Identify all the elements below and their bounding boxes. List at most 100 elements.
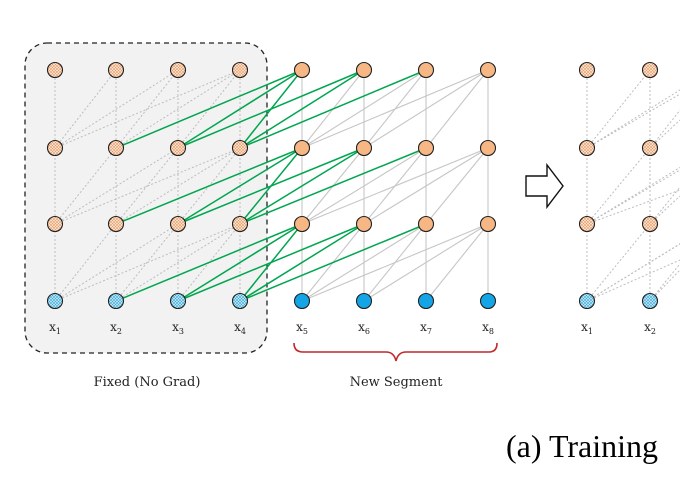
hidden-node [231, 139, 249, 157]
new-segment-bracket [293, 342, 498, 362]
right-panel-edge [586, 93, 680, 149]
right-panel-edge [525, 224, 587, 301]
right-panel-edge [649, 109, 680, 149]
hidden-node [107, 215, 125, 233]
right-panel-edge [401, 70, 587, 148]
memory-edge [115, 69, 303, 149]
memory-edge [239, 69, 365, 149]
right-panel-edge [463, 224, 650, 301]
memory-edge [177, 147, 365, 225]
memory-edge [177, 223, 365, 302]
token-label: x8 [482, 320, 494, 336]
segment-edge [301, 223, 427, 302]
segment-edge [301, 223, 489, 302]
hidden-node [107, 139, 125, 157]
token-label: x1 [49, 320, 61, 336]
right-panel-edge [586, 89, 680, 149]
hidden-node [169, 61, 187, 79]
hidden-node [417, 215, 435, 233]
fixed-edge [54, 69, 179, 149]
fixed-edge [54, 223, 179, 302]
memory-edge [115, 147, 303, 225]
token-labels: x1 x2 x3 x4 x5 x6 x7 x8 x1 x2 [49, 320, 656, 336]
memory-edge [177, 69, 303, 149]
hidden-node [169, 139, 187, 157]
right-panel-edge [525, 70, 680, 148]
hidden-node [293, 139, 311, 157]
segment-edge [425, 69, 489, 149]
right-panel-hidden-node [578, 215, 596, 233]
segment-edge [425, 147, 489, 225]
segment-edge [363, 223, 489, 302]
right-panel-edge [649, 186, 680, 225]
hidden-node [355, 215, 373, 233]
right-panel-edge [463, 70, 650, 148]
hidden-node [293, 215, 311, 233]
segment-edge [363, 69, 489, 149]
memory-edge [177, 69, 365, 149]
node-grid [46, 61, 659, 310]
segment-edge [301, 69, 427, 149]
memory-edge [115, 223, 303, 302]
hidden-node [231, 61, 249, 79]
input-node [417, 292, 435, 310]
memory-edge [239, 223, 365, 302]
right-panel-edge [463, 224, 587, 301]
fixed-edge [54, 147, 241, 225]
right-panel-edge [649, 269, 680, 302]
input-node [231, 292, 249, 310]
right-panel-edge [525, 70, 587, 148]
right-panel-edge [586, 166, 680, 225]
right-panel-input-node [641, 292, 659, 310]
fixed-edge [115, 223, 179, 302]
right-panel-hidden-node [641, 61, 659, 79]
right-panel-edge [586, 223, 651, 302]
input-node [479, 292, 497, 310]
token-label: x4 [234, 320, 246, 336]
hidden-node [107, 61, 125, 79]
hidden-node [46, 215, 64, 233]
hidden-node [169, 215, 187, 233]
memory-edge [177, 147, 303, 225]
hidden-node [417, 139, 435, 157]
input-node [355, 292, 373, 310]
fixed-edge [115, 147, 179, 225]
fixed-edge [54, 69, 241, 149]
fixed-segment-box [24, 42, 268, 354]
new-segment-label: New Segment [350, 375, 444, 390]
memory-edge [177, 223, 303, 302]
fixed-edge [54, 223, 241, 302]
token-label: x6 [358, 320, 370, 336]
token-label: x7 [420, 320, 432, 336]
right-panel-hidden-node [641, 139, 659, 157]
cached-memory-edges [115, 69, 427, 302]
right-panel-edge [586, 147, 651, 225]
right-panel-edge [586, 189, 680, 225]
hidden-node [417, 61, 435, 79]
right-arrow-icon [525, 162, 564, 210]
memory-edge [239, 147, 427, 225]
fixed-edge [54, 223, 117, 302]
figure-caption: (a) Training [506, 428, 658, 464]
input-node [169, 292, 187, 310]
right-panel-edge [525, 224, 680, 301]
right-panel-edge [586, 169, 680, 225]
hidden-node [46, 139, 64, 157]
fixed-edge [115, 69, 179, 149]
hidden-node [355, 139, 373, 157]
segment-edge [301, 69, 489, 149]
right-panel-edge [649, 195, 680, 225]
fixed-edge [54, 69, 117, 149]
hidden-node [231, 215, 249, 233]
hidden-node [46, 61, 64, 79]
token-label: x2 [110, 320, 122, 336]
right-panel-token-label: x1 [581, 320, 593, 336]
segment-edge [301, 147, 427, 225]
hidden-node [479, 139, 497, 157]
hidden-node [293, 61, 311, 79]
memory-edge [239, 69, 427, 149]
right-panel-edges [401, 69, 680, 302]
right-panel-edge [649, 119, 680, 149]
right-panel-edge [525, 70, 650, 148]
